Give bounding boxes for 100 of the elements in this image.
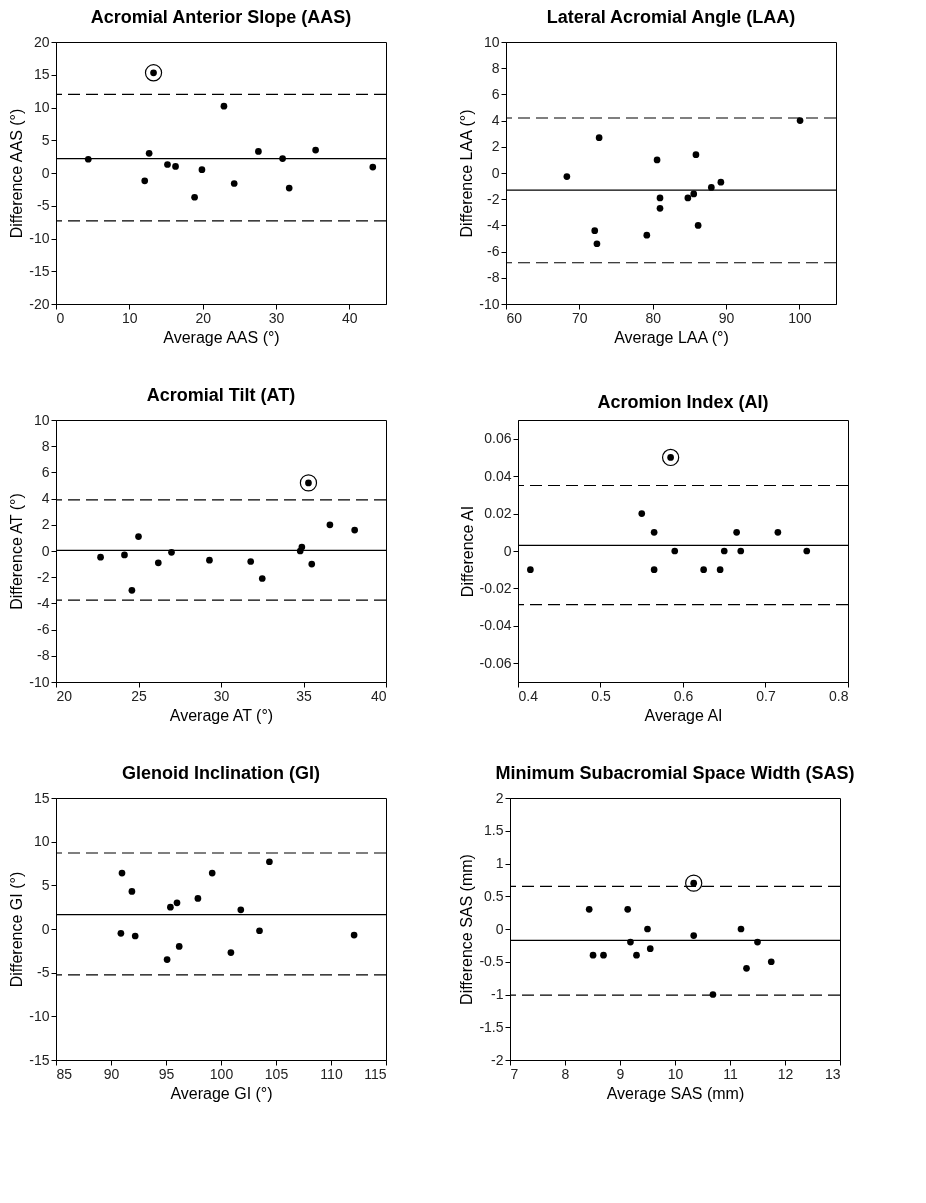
x-tick-label: 40 bbox=[342, 309, 358, 326]
chart-title: Acromion Index (AI) bbox=[597, 392, 769, 412]
point bbox=[646, 945, 654, 952]
point bbox=[198, 166, 206, 174]
point bbox=[191, 193, 198, 201]
y-tick-label: 8 bbox=[41, 437, 50, 454]
chart-title: Minimum Subacromial Space Width (SAS) bbox=[495, 763, 855, 783]
y-tick-label: -15 bbox=[29, 1051, 50, 1068]
y-tick-label: 1 bbox=[495, 855, 504, 871]
x-tick-label: 0.7 bbox=[756, 687, 776, 704]
point bbox=[595, 134, 603, 141]
y-tick-label: 4 bbox=[491, 112, 500, 129]
point bbox=[633, 951, 640, 959]
point bbox=[591, 227, 599, 234]
x-tick-label: 25 bbox=[131, 687, 147, 704]
y-tick-label: 10 bbox=[33, 99, 50, 115]
y-tick-label: -10 bbox=[29, 673, 50, 690]
y-tick-label: 2 bbox=[491, 138, 500, 155]
point bbox=[656, 205, 664, 212]
chart-title: Acromial Tilt (AT) bbox=[146, 385, 296, 405]
point bbox=[563, 173, 571, 180]
point bbox=[653, 156, 661, 164]
point bbox=[145, 150, 153, 157]
point bbox=[285, 184, 293, 192]
point bbox=[255, 148, 262, 155]
point bbox=[220, 102, 228, 110]
point bbox=[690, 190, 698, 198]
point bbox=[644, 925, 651, 933]
y-tick-label: 2 bbox=[41, 516, 50, 533]
x-tick-label: 40 bbox=[370, 687, 387, 704]
x-tick-label: 13 bbox=[824, 1065, 841, 1082]
chart-title: Acromial Anterior Slope (AAS) bbox=[90, 7, 352, 27]
y-tick-label: -2 bbox=[491, 1051, 504, 1068]
x-tick-label: 0 bbox=[56, 309, 65, 326]
y-tick-label: -0.06 bbox=[479, 654, 512, 671]
y-tick-label: 6 bbox=[491, 85, 500, 102]
x-tick-label: 80 bbox=[645, 309, 662, 326]
y-tick-label: -5 bbox=[37, 964, 50, 981]
x-tick-label: 115 bbox=[364, 1065, 387, 1082]
y-tick-label: -5 bbox=[37, 197, 50, 214]
point bbox=[369, 163, 377, 171]
point bbox=[279, 155, 286, 162]
y-tick-label: 5 bbox=[41, 876, 50, 893]
chart-title: Lateral Acromial Angle (LAA) bbox=[546, 7, 796, 27]
y-axis-title: Difference AI bbox=[458, 505, 476, 598]
y-tick-label: -6 bbox=[487, 243, 500, 260]
point bbox=[767, 958, 775, 966]
point bbox=[593, 240, 601, 248]
point bbox=[796, 117, 804, 124]
point bbox=[690, 932, 698, 939]
y-tick-label: 0 bbox=[495, 920, 504, 937]
x-tick-label: 9 bbox=[616, 1065, 625, 1082]
point bbox=[656, 194, 664, 202]
y-tick-label: 10 bbox=[33, 411, 50, 428]
x-tick-label: 0.6 bbox=[673, 687, 694, 704]
y-tick-label: -2 bbox=[37, 568, 50, 585]
point bbox=[737, 925, 745, 933]
point bbox=[144, 64, 163, 82]
point bbox=[717, 178, 725, 186]
x-tick-label: 100 bbox=[209, 1065, 234, 1082]
y-axis-title: Difference LAA (°) bbox=[458, 109, 476, 238]
point bbox=[754, 938, 761, 946]
y-tick-label: 0 bbox=[491, 164, 500, 181]
x-axis-title: Average AI bbox=[644, 706, 723, 724]
y-axis-title: Difference AAS (°) bbox=[8, 108, 26, 239]
x-tick-label: 8 bbox=[561, 1065, 570, 1082]
x-tick-label: 95 bbox=[158, 1065, 175, 1082]
point bbox=[643, 231, 651, 239]
y-tick-label: -0.5 bbox=[479, 953, 504, 970]
y-tick-label: -20 bbox=[29, 295, 50, 312]
x-tick-label: 90 bbox=[103, 1065, 120, 1082]
point bbox=[684, 194, 692, 202]
y-tick-label: 0 bbox=[41, 164, 50, 181]
x-tick-label: 10 bbox=[122, 309, 138, 326]
point bbox=[585, 906, 593, 913]
x-tick-label: 35 bbox=[296, 687, 312, 704]
y-tick-label: -4 bbox=[487, 216, 500, 233]
point bbox=[141, 177, 149, 185]
y-tick-label: 6 bbox=[41, 463, 50, 480]
x-tick-label: 10 bbox=[667, 1065, 684, 1082]
y-tick-label: -0.02 bbox=[479, 579, 512, 596]
y-tick-label: -6 bbox=[37, 621, 50, 638]
y-tick-label: 15 bbox=[33, 789, 50, 806]
x-tick-label: 85 bbox=[56, 1065, 73, 1082]
y-tick-label: 2 bbox=[495, 789, 504, 806]
x-tick-label: 7 bbox=[510, 1065, 519, 1082]
x-tick-label: 60 bbox=[506, 309, 523, 326]
x-axis-title: Average SAS (mm) bbox=[606, 1084, 745, 1102]
point bbox=[312, 146, 319, 154]
y-axis-title: Difference GI (°) bbox=[8, 871, 26, 988]
point bbox=[709, 991, 717, 998]
y-tick-label: 8 bbox=[491, 59, 500, 76]
point bbox=[164, 161, 171, 168]
y-tick-label: 5 bbox=[41, 131, 50, 148]
chart-title: Glenoid Inclination (GI) bbox=[122, 763, 320, 783]
point bbox=[600, 951, 607, 959]
x-tick-label: 100 bbox=[788, 309, 812, 326]
y-tick-label: 4 bbox=[41, 490, 50, 507]
x-tick-label: 90 bbox=[718, 309, 735, 326]
x-tick-label: 0.4 bbox=[518, 687, 539, 704]
